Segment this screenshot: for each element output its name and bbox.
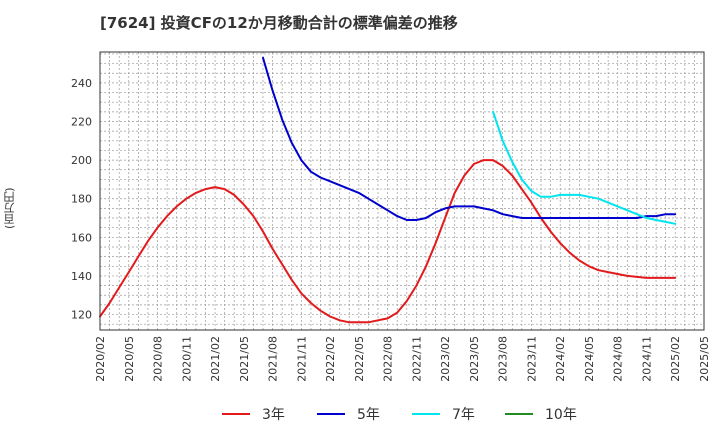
legend-item: 5年 xyxy=(317,402,380,426)
legend-item: 10年 xyxy=(505,402,577,426)
y-tick-label: 180 xyxy=(71,193,92,206)
y-tick-label: 220 xyxy=(71,116,92,129)
y-tick-labels: 120 140 160 180 200 220 240 xyxy=(71,77,92,322)
x-tick-label: 2025/05 xyxy=(698,336,711,382)
x-tick-label: 2021/02 xyxy=(209,336,222,382)
x-tick-label: 2020/08 xyxy=(152,336,165,382)
legend-label: 7年 xyxy=(452,407,475,423)
series-line-3年 xyxy=(99,159,677,324)
legend-swatch xyxy=(505,413,533,415)
x-tick-label: 2024/11 xyxy=(640,336,653,382)
series-line-5年 xyxy=(262,56,677,221)
x-tick-label: 2021/08 xyxy=(267,336,280,382)
x-tick-label: 2023/05 xyxy=(468,336,481,382)
legend-swatch xyxy=(317,413,345,415)
legend: 3年 5年 7年 10年 xyxy=(0,402,720,426)
y-tick-label: 120 xyxy=(71,309,92,322)
legend-label: 10年 xyxy=(545,407,577,423)
x-tick-label: 2023/08 xyxy=(497,336,510,382)
x-tick-label: 2020/02 xyxy=(94,336,107,382)
x-tick-label: 2021/05 xyxy=(238,336,251,382)
x-tick-label: 2023/02 xyxy=(439,336,452,382)
legend-item: 7年 xyxy=(412,402,475,426)
x-tick-label: 2022/08 xyxy=(382,336,395,382)
legend-label: 3年 xyxy=(262,407,285,423)
x-tick-label: 2022/02 xyxy=(324,336,337,382)
grid-lines xyxy=(100,52,704,330)
legend-label: 5年 xyxy=(357,407,380,423)
x-tick-label: 2022/05 xyxy=(353,336,366,382)
legend-swatch xyxy=(412,413,440,415)
x-tick-label: 2020/05 xyxy=(123,336,136,382)
series-lines xyxy=(99,56,677,324)
legend-item: 3年 xyxy=(222,402,285,426)
series-line-7年 xyxy=(492,110,677,225)
x-tick-label: 2022/11 xyxy=(410,336,423,382)
plot-area xyxy=(100,52,704,330)
y-tick-label: 160 xyxy=(71,231,92,244)
x-tick-label: 2024/05 xyxy=(583,336,596,382)
x-tick-label: 2025/02 xyxy=(669,336,682,382)
y-tick-label: 140 xyxy=(71,270,92,283)
y-tick-label: 200 xyxy=(71,154,92,167)
x-tick-label: 2024/08 xyxy=(612,336,625,382)
chart-title: [7624] 投資CFの12か月移動合計の標準偏差の推移 xyxy=(100,14,458,32)
x-tick-labels: 2020/02 2020/05 2020/08 2020/11 2021/02 2021/… xyxy=(94,336,711,382)
plot-frame xyxy=(99,51,705,331)
x-tick-label: 2023/11 xyxy=(525,336,538,382)
y-tick-label: 240 xyxy=(71,77,92,90)
x-tick-label: 2020/11 xyxy=(180,336,193,382)
x-tick-label: 2024/02 xyxy=(554,336,567,382)
legend-swatch xyxy=(222,413,250,415)
x-tick-label: 2021/11 xyxy=(295,336,308,382)
